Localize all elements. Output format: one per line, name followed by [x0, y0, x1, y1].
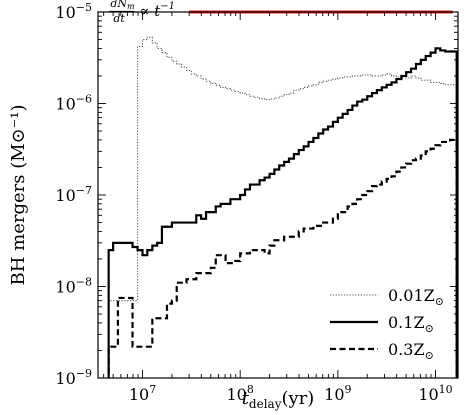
x-tick-label: 1010 — [418, 383, 452, 404]
annotation: dNm dt ∝ t−1 — [109, 0, 175, 25]
annotation-rel-exp: −1 — [160, 1, 175, 12]
x-tick-label-exp: 8 — [247, 383, 254, 396]
legend-label-main: 0.01Z — [388, 286, 435, 305]
x-axis-label-unit: (yr) — [281, 388, 314, 409]
x-tick-label-exp: 9 — [345, 383, 352, 396]
y-tick-label: 10−7 — [55, 184, 92, 205]
y-axis-label: BH mergers (M⊙⁻¹) — [8, 105, 29, 286]
y-tick-label-exp: −9 — [76, 367, 92, 380]
x-tick-label: 107 — [129, 383, 156, 404]
series-dashed-line — [107, 138, 458, 378]
y-tick-label: 10−6 — [55, 93, 92, 114]
x-tick-label-base: 10 — [129, 385, 149, 404]
annotation-numerator: dNm — [110, 0, 135, 11]
x-tick-label: 108 — [227, 383, 254, 404]
x-tick-label-base: 10 — [324, 385, 344, 404]
y-tick-label-exp: −6 — [76, 93, 92, 106]
annotation-num-sub: m — [127, 2, 135, 11]
x-tick-label-base: 10 — [227, 385, 247, 404]
legend-label-main: 0.1Z — [388, 313, 425, 332]
legend-label-main: 0.3Z — [388, 340, 425, 359]
plot-frame — [97, 11, 459, 379]
series-solid-line — [107, 47, 458, 378]
y-tick-label-base: 10 — [55, 369, 75, 388]
x-axis-label: tdelay(yr) — [242, 388, 315, 411]
x-axis-label-sub: delay — [249, 397, 282, 411]
series-layer — [107, 36, 458, 378]
x-tick-label: 109 — [324, 383, 351, 404]
legend-label-sun-symbol: ⊙ — [425, 349, 434, 362]
annotation-rel-main: ∝ t — [139, 2, 161, 20]
x-tick-label-exp: 10 — [439, 383, 453, 396]
y-tick-label-exp: −5 — [76, 1, 92, 14]
legend-label: 0.01Z⊙ — [388, 286, 444, 308]
legend-label: 0.1Z⊙ — [388, 313, 434, 335]
y-ticks: 10−910−810−710−610−5 — [55, 1, 458, 388]
y-tick-label-base: 10 — [55, 278, 75, 297]
legend-label-sun-symbol: ⊙ — [425, 322, 434, 335]
y-tick-label-base: 10 — [55, 3, 75, 22]
y-tick-label-base: 10 — [55, 186, 75, 205]
y-tick-label: 10−8 — [55, 276, 92, 297]
series-dotted-line — [108, 36, 458, 378]
legend-label-sun-symbol: ⊙ — [435, 295, 444, 308]
x-tick-label-base: 10 — [418, 385, 438, 404]
legend: 0.01Z⊙0.1Z⊙0.3Z⊙ — [330, 286, 444, 362]
y-tick-label-exp: −8 — [76, 276, 92, 289]
annotation-relation: ∝ t−1 — [139, 1, 175, 20]
y-tick-label-base: 10 — [55, 95, 75, 114]
x-axis-label-main: t — [242, 388, 250, 409]
legend-label: 0.3Z⊙ — [388, 340, 434, 362]
annotation-num-main: dN — [110, 0, 127, 10]
x-ticks: 107 108 109 1010 — [103, 12, 453, 404]
y-tick-label-exp: −7 — [76, 184, 92, 197]
y-tick-label: 10−5 — [55, 1, 92, 22]
y-tick-label: 10−9 — [55, 367, 92, 388]
x-tick-label-exp: 7 — [149, 383, 156, 396]
annotation-denominator: dt — [113, 12, 125, 25]
